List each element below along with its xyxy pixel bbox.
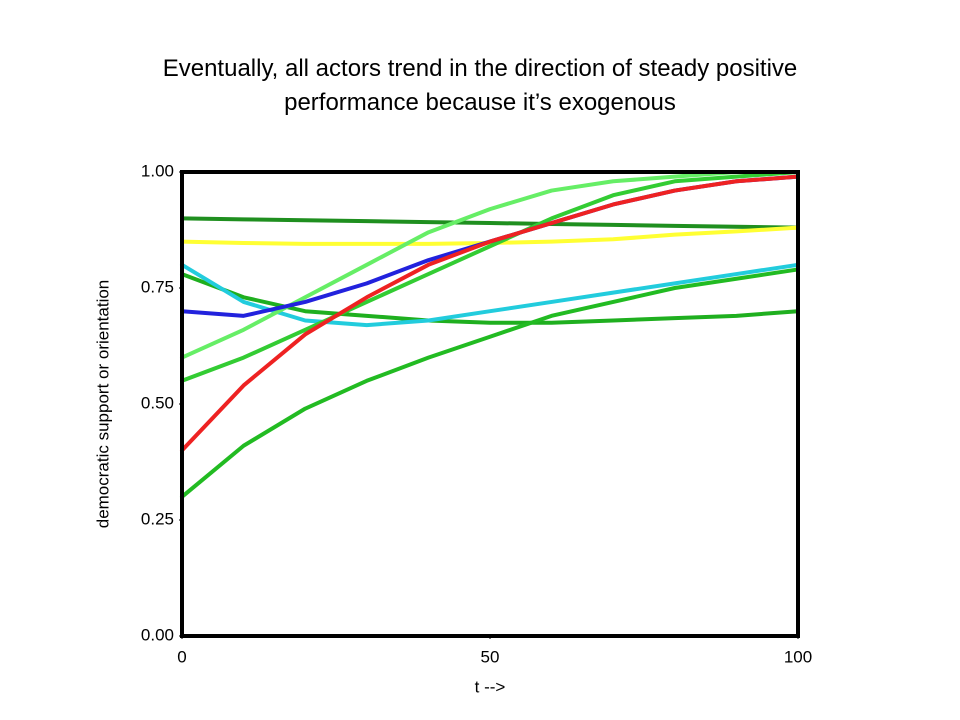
series-line xyxy=(180,170,800,383)
y-tick-label: 0.00 xyxy=(141,625,174,644)
plot-frame xyxy=(180,170,800,638)
chart-title: Eventually, all actors trend in the dire… xyxy=(162,55,798,116)
y-tick-label: 0.25 xyxy=(141,509,174,528)
x-tick-label: 100 xyxy=(784,647,812,666)
series-line xyxy=(180,216,800,230)
y-axis-label: democratic support or orientation xyxy=(93,280,112,529)
x-tick-label: 50 xyxy=(481,647,500,666)
y-tick-label: 0.50 xyxy=(141,393,174,412)
series-line xyxy=(180,174,800,453)
series-line xyxy=(180,262,800,328)
x-tick-label: 0 xyxy=(177,647,186,666)
y-tick-label: 1.00 xyxy=(141,161,174,180)
series-line xyxy=(180,170,800,360)
series-line xyxy=(180,267,800,499)
y-tick-label: 0.75 xyxy=(141,277,174,296)
x-axis-label: t --> xyxy=(475,677,506,696)
